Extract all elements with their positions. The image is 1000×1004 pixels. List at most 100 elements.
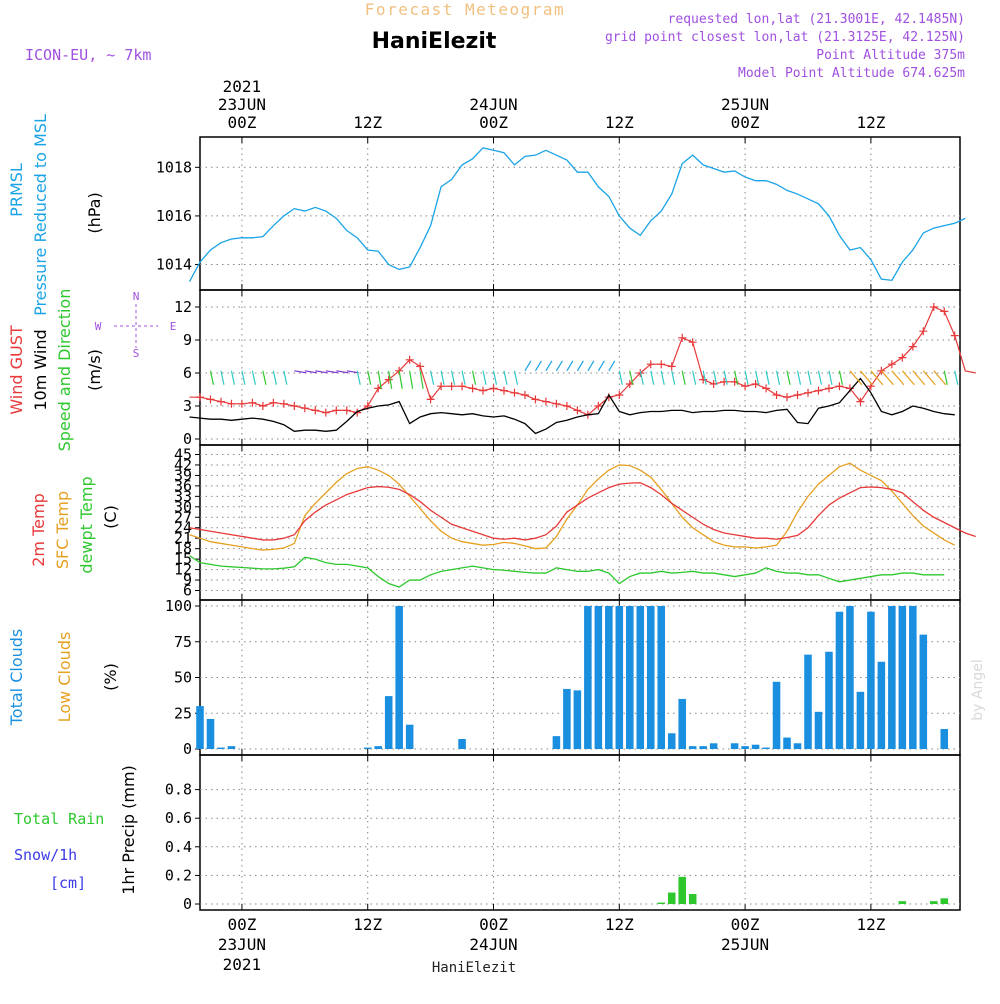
gust-marker bbox=[479, 386, 488, 395]
cloud-bar bbox=[909, 606, 917, 749]
y-tick-label: 9 bbox=[183, 571, 192, 589]
wind-direction-arrow bbox=[377, 370, 382, 389]
temp-label-sfc: SFC Temp bbox=[53, 491, 72, 569]
y-tick-label: 75 bbox=[174, 633, 192, 651]
chart-title: Forecast Meteogram bbox=[365, 0, 565, 19]
time-tick-top-label: 12Z bbox=[856, 113, 885, 132]
cloud-bar bbox=[667, 733, 676, 749]
wind-direction-arrow bbox=[796, 370, 802, 385]
precip-label-snow: Snow/1h bbox=[14, 846, 77, 864]
wind-direction-arrow bbox=[461, 370, 466, 385]
clouds-unit: (%) bbox=[101, 663, 120, 691]
gust-marker bbox=[615, 391, 624, 399]
wind-direction-arrow bbox=[503, 370, 508, 385]
wind-direction-arrow bbox=[492, 370, 498, 385]
gust-marker bbox=[405, 355, 414, 364]
cloud-bar bbox=[814, 711, 823, 749]
wind-direction-arrow bbox=[398, 370, 403, 389]
cloud-bar bbox=[363, 747, 372, 749]
dewpoint-line bbox=[189, 555, 945, 588]
cloud-bar bbox=[877, 661, 886, 749]
gust-marker bbox=[573, 406, 582, 415]
requested-coords: requested lon,lat (21.3001E, 42.1485N) bbox=[668, 12, 965, 27]
wind-direction-arrow bbox=[922, 370, 936, 386]
pressure-unit: (hPa) bbox=[85, 192, 104, 233]
wind-direction-arrow bbox=[450, 370, 456, 385]
wind-direction-arrow bbox=[356, 370, 361, 385]
y-tick-label: 0.8 bbox=[165, 781, 192, 799]
wind-direction-arrow bbox=[597, 360, 605, 372]
cloud-bar bbox=[751, 744, 760, 749]
cloud-bar bbox=[626, 606, 634, 749]
time-tick-top-label: 12Z bbox=[353, 113, 382, 132]
time-tick-bottom-label: 2021 bbox=[223, 955, 262, 974]
gust-marker bbox=[531, 395, 540, 404]
cloud-bar bbox=[636, 606, 645, 749]
precip-label-rain: Total Rain bbox=[14, 810, 104, 828]
wind-direction-arrow bbox=[713, 370, 718, 385]
gust-marker bbox=[353, 408, 362, 417]
wind-direction-arrow bbox=[754, 370, 760, 385]
cloud-bar bbox=[741, 746, 749, 749]
temp-unit: (C) bbox=[101, 505, 120, 529]
gust-marker bbox=[929, 303, 938, 311]
gust-marker bbox=[678, 333, 687, 342]
pressure-label-1: PRMSL bbox=[7, 163, 26, 217]
wind-direction-arrow bbox=[807, 370, 812, 385]
wind-unit: (m/s) bbox=[85, 349, 104, 391]
cloud-bar bbox=[919, 634, 928, 749]
cloud-bar bbox=[846, 606, 854, 749]
wind-direction-arrow bbox=[367, 370, 372, 385]
y-tick-label: 25 bbox=[174, 704, 192, 722]
y-tick-label: 45 bbox=[174, 445, 192, 463]
wind-direction-arrow bbox=[419, 370, 424, 389]
wind-direction-arrow bbox=[346, 370, 359, 374]
wind-direction-arrow bbox=[639, 370, 644, 385]
wind-direction-arrow bbox=[534, 360, 542, 372]
wind-direction-arrow bbox=[304, 370, 317, 374]
wind-direction-arrow bbox=[513, 370, 519, 385]
cloud-bar bbox=[405, 724, 414, 749]
gust-marker bbox=[489, 384, 498, 393]
time-tick-bottom-label: 00Z bbox=[227, 915, 256, 934]
gust-marker bbox=[908, 342, 917, 351]
wind-direction-arrow bbox=[220, 370, 225, 385]
y-tick-label: 6 bbox=[183, 364, 192, 382]
footer-location: HaniElezit bbox=[432, 960, 516, 976]
wind-direction-arrow bbox=[692, 370, 697, 385]
wind-direction-arrow bbox=[545, 360, 553, 372]
cloud-bar bbox=[835, 611, 844, 749]
y-tick-label: 0 bbox=[183, 430, 192, 448]
y-tick-label: 30 bbox=[174, 498, 192, 516]
wind-direction-arrow bbox=[943, 370, 948, 385]
pressure-line bbox=[188, 147, 966, 282]
wind-label-gust: Wind GUST bbox=[7, 325, 26, 415]
gust-marker bbox=[458, 382, 467, 391]
time-tick-top-label: 23JUN bbox=[218, 95, 266, 114]
wind-direction-arrow bbox=[336, 370, 349, 374]
y-tick-label: 6 bbox=[183, 582, 192, 600]
wind-direction-arrow bbox=[272, 370, 277, 385]
cloud-bar bbox=[867, 611, 875, 749]
point-altitude: Point Altitude 375m bbox=[816, 48, 965, 63]
cloud-bar bbox=[615, 606, 624, 749]
wind-direction-arrow bbox=[471, 370, 477, 385]
pressure-label-2: Pressure Reduced to MSL bbox=[31, 114, 50, 316]
time-tick-top-label: 00Z bbox=[227, 113, 256, 132]
y-tick-label: 42 bbox=[174, 456, 192, 474]
gust-marker bbox=[237, 399, 246, 408]
cloud-bar bbox=[898, 606, 907, 749]
time-tick-bottom-label: 00Z bbox=[731, 915, 760, 934]
wind-direction-arrow bbox=[230, 370, 236, 385]
y-tick-label: 36 bbox=[174, 477, 192, 495]
cloud-bar bbox=[657, 606, 666, 749]
wind-speed-line bbox=[189, 377, 955, 435]
y-tick-label: 39 bbox=[174, 466, 192, 484]
wind-direction-arrow bbox=[849, 370, 863, 386]
wind-direction-arrow bbox=[587, 360, 595, 372]
wind-direction-arrow bbox=[524, 360, 532, 372]
wind-direction-arrow bbox=[251, 370, 257, 385]
time-tick-bottom-label: 12Z bbox=[353, 915, 382, 934]
gust-marker bbox=[258, 402, 267, 410]
